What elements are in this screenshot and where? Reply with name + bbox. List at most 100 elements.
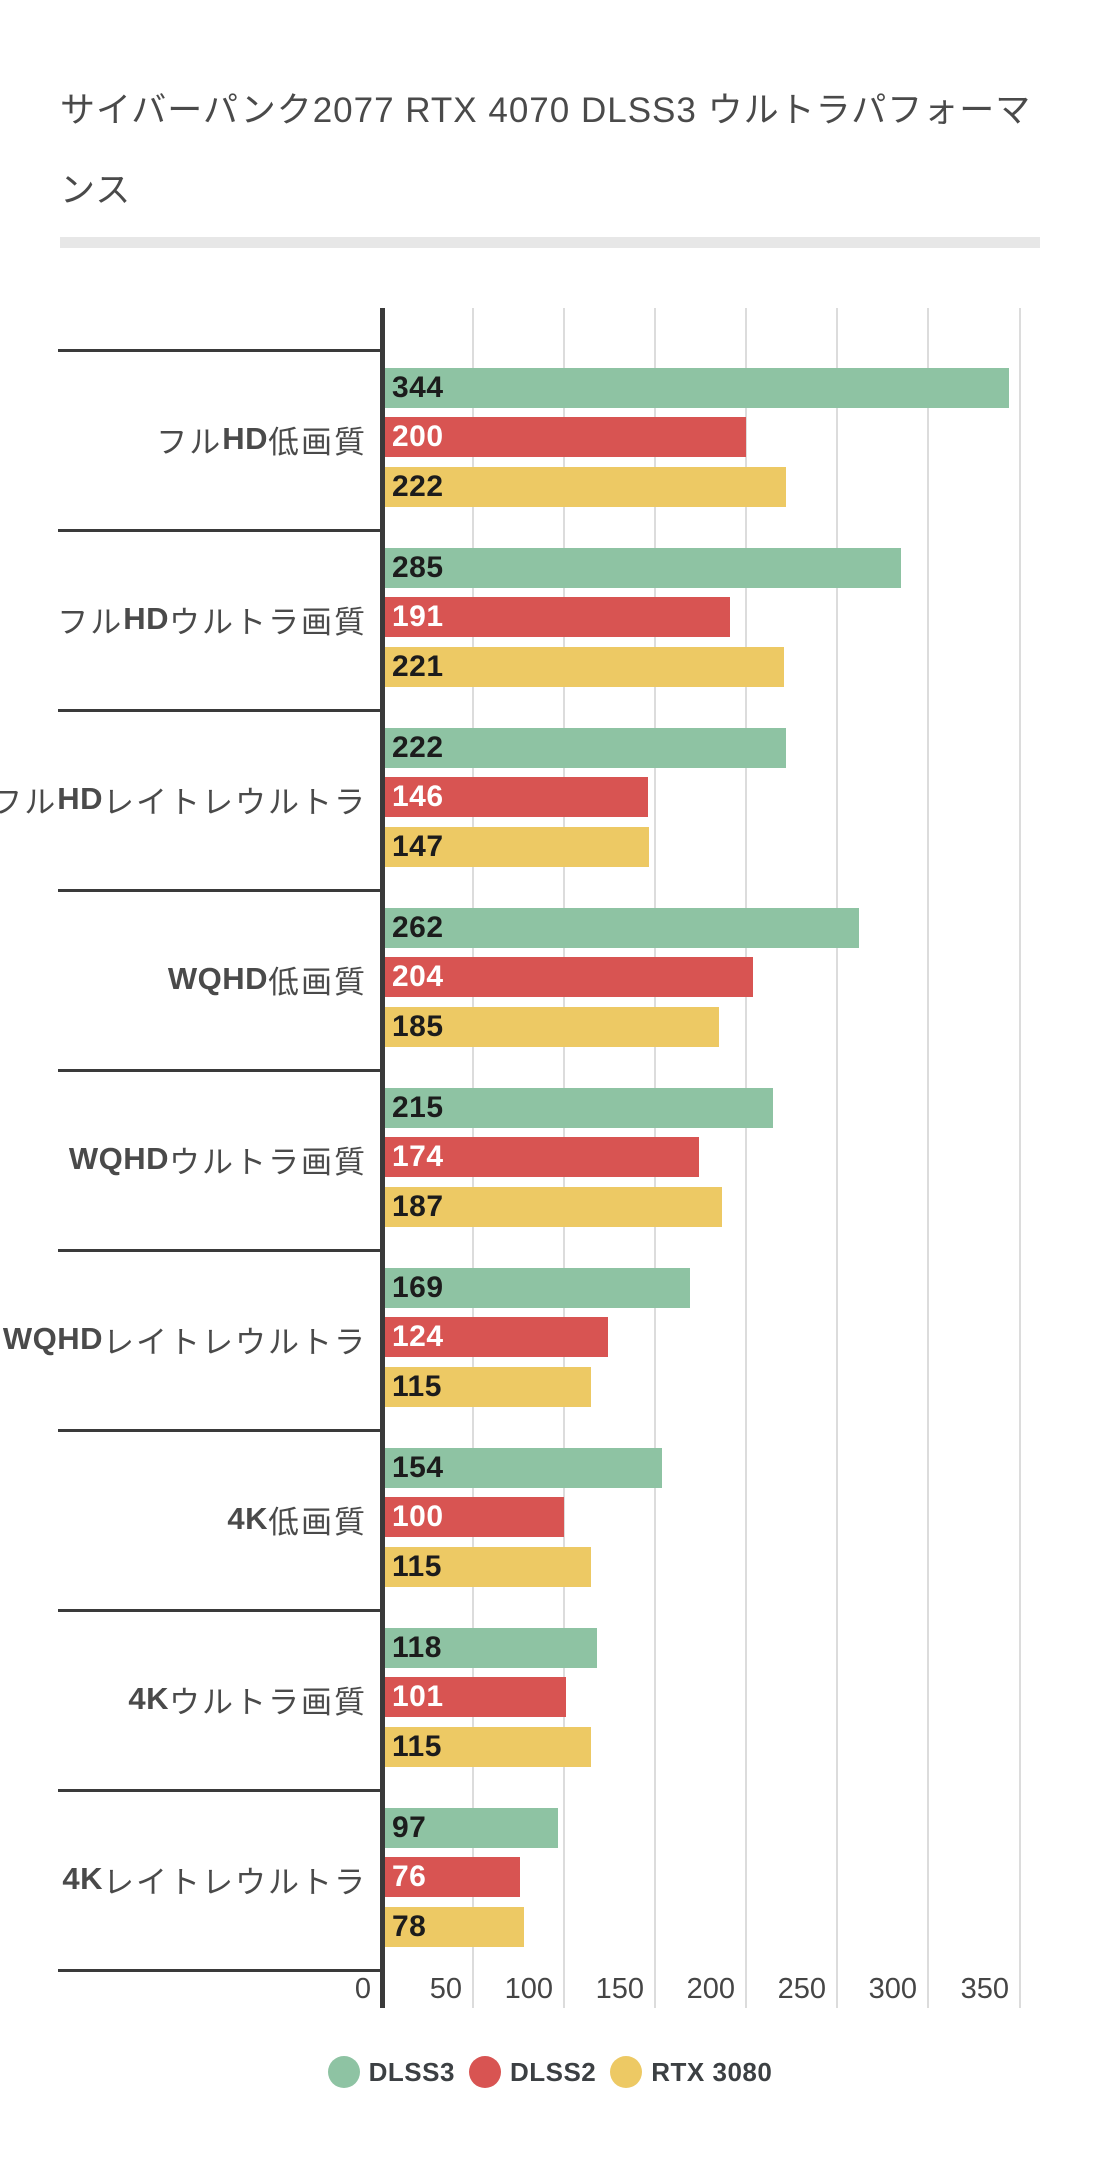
category-label: 4K 低画質: [30, 1429, 367, 1609]
bar-dlss3: [385, 548, 901, 588]
bar-value-label: 115: [392, 1370, 442, 1403]
category-label-text: 低画質: [268, 964, 367, 1000]
chart-title: サイバーパンク2077 RTX 4070 DLSS3 ウルトラパフォーマンス: [60, 91, 1032, 210]
title-divider: [60, 237, 1040, 248]
bar-dlss2: [385, 1677, 566, 1717]
category-label-text: レイトレウルトラ: [103, 1324, 367, 1360]
bar-value-label: 100: [392, 1500, 444, 1533]
row-separator: [58, 709, 382, 712]
category-label-latin: WQHD: [68, 1141, 169, 1176]
row-separator: [58, 1069, 382, 1072]
bar-dlss3: [385, 1808, 558, 1848]
bar-value-label: 146: [392, 780, 444, 813]
category-label-text: フル: [0, 784, 58, 820]
bar-value-label: 215: [392, 1091, 444, 1124]
x-tick-label: 150: [595, 1973, 644, 2005]
row-separator: [58, 889, 382, 892]
category-label-latin: WQHD: [167, 961, 268, 996]
row-separator: [58, 529, 382, 532]
category-label-text: レイトレウルトラ: [103, 784, 367, 820]
bar-dlss3: [385, 1088, 773, 1128]
category-label-text: 低画質: [268, 1504, 367, 1540]
x-tick-label: 300: [868, 1973, 917, 2005]
x-tick-label: 250: [777, 1973, 826, 2005]
legend-item-rtx-3080: RTX 3080: [610, 2056, 772, 2088]
x-tick-label: 50: [429, 1973, 462, 2005]
bar-dlss3: [385, 728, 786, 768]
x-tick-label: 350: [960, 1973, 1009, 2005]
bar-dlss2: [385, 1497, 564, 1537]
bar-rtx-3080: [385, 467, 786, 507]
bar-value-label: 191: [392, 600, 444, 633]
y-axis-line: [380, 308, 385, 2008]
bar-dlss3: [385, 1448, 662, 1488]
bar-dlss2: [385, 417, 746, 457]
category-label: WQHD 低画質: [30, 889, 367, 1069]
grid-line: [1019, 308, 1021, 2008]
category-label-text: ウルトラ画質: [169, 604, 367, 640]
bar-value-label: 174: [392, 1140, 444, 1173]
bar-rtx-3080: [385, 1547, 591, 1587]
bar-value-label: 262: [392, 911, 444, 944]
category-label-latin: 4K: [62, 1861, 103, 1896]
legend-item-dlss2: DLSS2: [468, 2056, 596, 2088]
bar-value-label: 344: [392, 371, 444, 404]
bar-dlss2: [385, 1137, 699, 1177]
category-label: WQHD レイトレウルトラ: [3, 1249, 367, 1429]
bar-rtx-3080: [385, 1187, 722, 1227]
bar-dlss3: [385, 368, 1009, 408]
category-label-text: 低画質: [268, 424, 367, 460]
x-tick-label: 200: [686, 1973, 735, 2005]
row-separator: [58, 349, 382, 352]
legend-swatch-icon: [468, 2056, 501, 2088]
row-separator: [58, 1789, 382, 1792]
bar-dlss3: [385, 1628, 597, 1668]
category-label-text: ウルトラ画質: [169, 1144, 367, 1180]
bar-value-label: 222: [392, 470, 444, 503]
bar-value-label: 169: [392, 1271, 444, 1304]
bar-rtx-3080: [385, 1007, 719, 1047]
category-label-latin: WQHD: [2, 1321, 103, 1356]
bar-value-label: 124: [392, 1320, 444, 1353]
grid-line: [836, 308, 838, 2008]
row-separator: [58, 1429, 382, 1432]
row-separator: [58, 1969, 382, 1972]
chart-legend: DLSS3 DLSS2 RTX 3080: [0, 2052, 1100, 2092]
bar-rtx-3080: [385, 1907, 524, 1947]
category-label-text: フル: [57, 604, 124, 640]
bar-value-label: 76: [392, 1860, 427, 1893]
category-label-text: ウルトラ画質: [169, 1684, 367, 1720]
bar-value-label: 78: [392, 1910, 427, 1943]
category-label: フル HD 低画質: [30, 349, 367, 529]
bar-rtx-3080: [385, 827, 649, 867]
legend-label: DLSS3: [368, 2056, 455, 2087]
category-label: 4K レイトレウルトラ: [30, 1789, 367, 1969]
bar-dlss3: [385, 1268, 690, 1308]
row-separator: [58, 1249, 382, 1252]
x-tick-label: 0: [354, 1973, 371, 2005]
legend-label: RTX 3080: [651, 2056, 773, 2087]
bar-value-label: 147: [392, 830, 444, 863]
bar-value-label: 285: [392, 551, 444, 584]
bar-rtx-3080: [385, 1727, 591, 1767]
bar-rtx-3080: [385, 647, 784, 687]
category-label: WQHD ウルトラ画質: [30, 1069, 367, 1249]
bar-value-label: 187: [392, 1190, 444, 1223]
bar-value-label: 97: [392, 1811, 427, 1844]
category-label: フル HD レイトレウルトラ: [0, 709, 367, 889]
bar-rtx-3080: [385, 1367, 591, 1407]
bar-dlss2: [385, 1857, 520, 1897]
bar-dlss2: [385, 777, 648, 817]
category-label-latin: 4K: [227, 1501, 268, 1536]
bar-value-label: 185: [392, 1010, 444, 1043]
bar-value-label: 154: [392, 1451, 444, 1484]
category-label-latin: HD: [123, 601, 169, 636]
bar-dlss2: [385, 597, 730, 637]
grid-line: [745, 308, 747, 2008]
category-label-latin: HD: [222, 421, 268, 456]
legend-item-dlss3: DLSS3: [327, 2056, 455, 2088]
category-label-latin: 4K: [128, 1681, 169, 1716]
category-label: フル HD ウルトラ画質: [30, 529, 367, 709]
bar-dlss3: [385, 908, 859, 948]
